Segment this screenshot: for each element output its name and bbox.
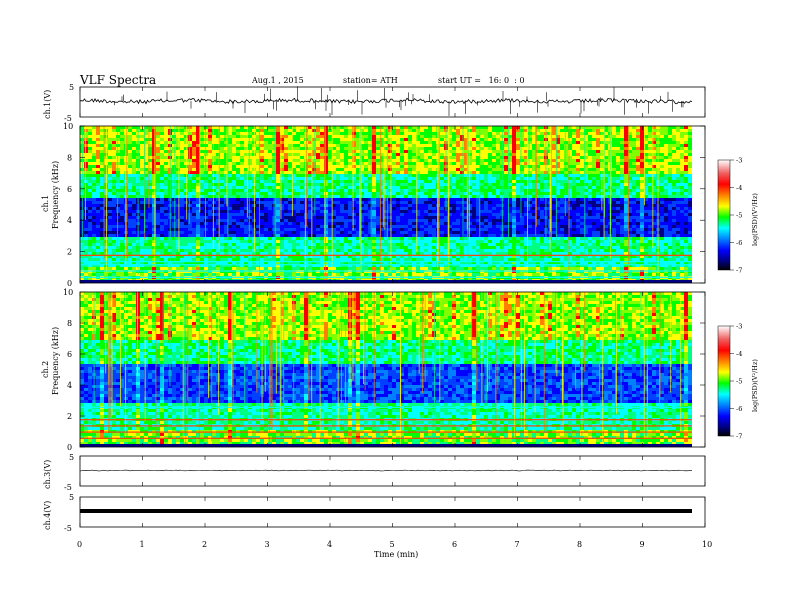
ch3-ylabel: ch.3(V) xyxy=(43,460,52,489)
spec2-ytick-label: 6 xyxy=(67,350,72,359)
start-ut-label: start UT = 16: 0 : 0 xyxy=(438,76,525,85)
ch1-ytick-bottom: -5 xyxy=(64,114,72,123)
station-label: station= ATH xyxy=(343,76,398,85)
date-label: Aug.1 , 2015 xyxy=(252,76,304,85)
spec1-ytick-label: 6 xyxy=(67,185,72,194)
spec2-ytick-label: 2 xyxy=(67,412,72,421)
colorbar-tick-label: -5 xyxy=(736,378,742,386)
colorbar-tick-label: -4 xyxy=(736,184,742,192)
x-tick-label: 8 xyxy=(577,540,582,549)
ch4-ytick-top: 5 xyxy=(69,493,74,502)
spec1-panel xyxy=(79,125,706,284)
colorbar-tick-label: -5 xyxy=(736,212,742,220)
spec1-ytick-label: 8 xyxy=(67,153,72,162)
ch3-panel-frame xyxy=(79,455,706,487)
colorbar-tick-label: -7 xyxy=(736,433,742,441)
ch3-ytick-top: 5 xyxy=(69,453,74,462)
spec1-ytick-label: 2 xyxy=(67,248,72,257)
spec2-ylabel: Frequency (kHz) xyxy=(51,327,60,395)
ch1-ytick-top: 5 xyxy=(69,83,74,92)
ch1-waveform-spikes xyxy=(114,86,684,116)
ch1-panel-frame xyxy=(79,86,706,118)
colorbar-1-gradient xyxy=(717,159,731,271)
ch4-ytick-bottom: -5 xyxy=(64,524,72,533)
x-tick-label: 7 xyxy=(515,540,520,549)
x-tick-label: 2 xyxy=(202,540,207,549)
spec2-ytick-label: 0 xyxy=(67,443,72,452)
spec1-ytick-label: 0 xyxy=(67,279,72,288)
colorbar-tick-label: -3 xyxy=(736,323,742,331)
x-tick-label: 5 xyxy=(390,540,395,549)
ch3-ytick-bottom: -5 xyxy=(64,483,72,492)
spec1-ylabel-channel: ch.1 xyxy=(41,195,50,212)
colorbar-2-gradient xyxy=(717,325,731,437)
x-tick-label: 10 xyxy=(702,540,712,549)
colorbar-tick-label: -6 xyxy=(736,239,742,247)
figure-title: VLF Spectra xyxy=(80,73,157,87)
colorbar-tick-label: -6 xyxy=(736,405,742,413)
x-tick-label: 6 xyxy=(452,540,457,549)
spec1-yticks: 10 8 6 4 2 0 xyxy=(63,122,705,288)
ch4-ylabel: ch.4(V) xyxy=(43,501,52,530)
x-tick-label: 9 xyxy=(640,540,645,549)
colorbar-1: -3 -4 -5 -6 -7 log(PSD)(V²/Hz) xyxy=(717,157,759,275)
spec2-yticks: 10 8 6 4 2 0 xyxy=(63,288,705,452)
colorbar-2: -3 -4 -5 -6 -7 log(PSD)(V²/Hz) xyxy=(717,323,759,441)
x-tick-label: 0 xyxy=(77,540,82,549)
spec2-ytick-label: 10 xyxy=(63,288,73,297)
colorbar-1-label: log(PSD)(V²/Hz) xyxy=(751,193,759,246)
x-tick-label: 4 xyxy=(327,540,332,549)
spec2-ytick-label: 8 xyxy=(67,319,72,328)
colorbar-tick-label: -7 xyxy=(736,267,742,275)
spec2-panel xyxy=(79,291,706,448)
x-tick-label: 3 xyxy=(265,540,270,549)
colorbar-tick-label: -4 xyxy=(736,350,742,358)
x-tick-label: 1 xyxy=(140,540,145,549)
spec1-ytick-label: 4 xyxy=(67,216,72,225)
spec2-ylabel-channel: ch.2 xyxy=(41,361,50,378)
ch4-waveform-line xyxy=(80,509,692,513)
x-axis-label: Time (min) xyxy=(374,550,418,559)
ch1-ylabel: ch.1(V) xyxy=(43,90,52,119)
ch3-waveform-line xyxy=(79,469,693,472)
colorbar-tick-label: -3 xyxy=(736,157,742,165)
spec2-ytick-label: 4 xyxy=(67,381,72,390)
ch1-waveform-line xyxy=(79,97,693,105)
spec1-ytick-label: 10 xyxy=(63,122,73,131)
spec1-ylabel: Frequency (kHz) xyxy=(51,161,60,229)
colorbar-2-label: log(PSD)(V²/Hz) xyxy=(751,359,759,412)
x-axis-ticks: 0 1 2 3 4 5 6 7 8 9 10 xyxy=(77,87,712,549)
